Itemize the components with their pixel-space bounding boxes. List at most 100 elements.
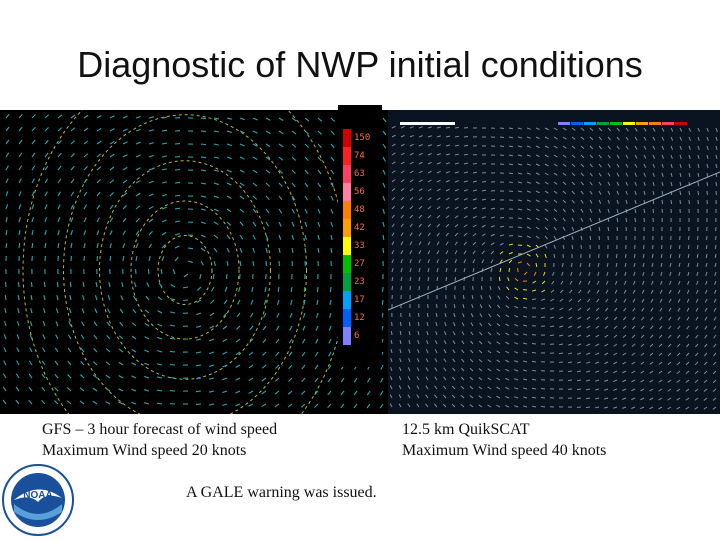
wind-barb bbox=[278, 221, 282, 227]
wind-barb bbox=[57, 140, 62, 145]
wind-barb bbox=[278, 208, 283, 214]
wind-vector bbox=[598, 145, 603, 150]
wind-barb bbox=[5, 152, 10, 158]
wind-vector bbox=[687, 253, 690, 259]
wind-vector bbox=[594, 397, 600, 400]
wind-barb bbox=[213, 117, 220, 120]
wind-vector bbox=[523, 351, 528, 354]
wind-vector bbox=[505, 368, 510, 372]
wind-vector bbox=[669, 271, 672, 276]
wind-vector bbox=[595, 361, 600, 364]
wind-vector bbox=[561, 271, 564, 276]
wind-vector bbox=[571, 226, 575, 231]
wind-barb bbox=[135, 243, 139, 249]
wind-barb bbox=[235, 403, 241, 407]
wind-barb bbox=[5, 217, 8, 223]
wind-barb bbox=[121, 282, 124, 288]
wind-vector bbox=[605, 298, 609, 303]
wind-vector bbox=[443, 358, 447, 363]
wind-vector bbox=[695, 289, 699, 294]
wind-vector bbox=[418, 188, 423, 192]
wind-barb bbox=[304, 169, 309, 175]
wind-barb bbox=[265, 182, 271, 187]
wind-barb bbox=[18, 178, 22, 184]
wind-vector bbox=[389, 385, 393, 390]
colorbar-label: 48 bbox=[354, 205, 365, 215]
wind-vector bbox=[667, 370, 672, 374]
wind-vector bbox=[479, 331, 483, 336]
wind-barb bbox=[57, 191, 61, 197]
wind-vector bbox=[544, 217, 549, 221]
swath-edge-line bbox=[388, 171, 720, 311]
wind-vector bbox=[607, 154, 611, 159]
wind-vector bbox=[606, 262, 609, 268]
wind-vector bbox=[452, 340, 456, 345]
wind-vector bbox=[541, 298, 546, 301]
wind-vector bbox=[576, 397, 582, 399]
wind-vector bbox=[562, 244, 565, 249]
wind-vector bbox=[526, 127, 531, 130]
wind-vector bbox=[531, 360, 537, 363]
wind-barb bbox=[148, 116, 154, 119]
wind-vector bbox=[409, 170, 414, 174]
wind-barb bbox=[43, 308, 46, 314]
wind-barb bbox=[382, 234, 385, 241]
wind-vector bbox=[427, 250, 431, 255]
wind-vector bbox=[434, 376, 438, 381]
wind-vector bbox=[443, 331, 447, 336]
wind-vector bbox=[526, 145, 531, 148]
wind-vector bbox=[427, 268, 430, 273]
wind-vector bbox=[607, 145, 611, 150]
wind-vector bbox=[535, 217, 540, 221]
wind-vector bbox=[652, 154, 656, 159]
wind-vector bbox=[470, 340, 474, 345]
wind-barb bbox=[239, 221, 244, 227]
wind-barb bbox=[224, 286, 228, 292]
wind-barb bbox=[291, 195, 296, 201]
wind-vector bbox=[679, 154, 682, 159]
wind-vector bbox=[558, 352, 564, 355]
wind-vector bbox=[463, 259, 467, 264]
wind-barb bbox=[222, 338, 228, 343]
wind-barb bbox=[288, 351, 293, 357]
wind-vector bbox=[622, 343, 627, 347]
wind-vector bbox=[463, 144, 469, 147]
wind-vector bbox=[697, 145, 700, 150]
wind-barb bbox=[239, 208, 245, 213]
wind-vector bbox=[487, 377, 492, 381]
wind-vector bbox=[652, 181, 655, 186]
wind-barb bbox=[66, 400, 72, 405]
wind-vector bbox=[496, 332, 501, 336]
wind-vector bbox=[597, 262, 600, 268]
wind-barb bbox=[79, 387, 85, 392]
wind-vector bbox=[623, 307, 627, 312]
wind-barb bbox=[330, 143, 335, 149]
wind-vector bbox=[562, 163, 567, 167]
wind-vector bbox=[526, 253, 531, 257]
wind-vector bbox=[659, 307, 663, 312]
quikscat-image bbox=[388, 110, 720, 414]
colorbar-swatch bbox=[343, 147, 351, 165]
colorbar-label: 74 bbox=[354, 151, 365, 161]
wind-vector bbox=[660, 271, 663, 276]
wind-vector bbox=[714, 262, 717, 267]
wind-barb bbox=[226, 130, 232, 133]
wind-barb bbox=[57, 114, 63, 119]
wind-barb bbox=[213, 182, 219, 186]
wind-vector bbox=[561, 262, 564, 268]
wind-vector bbox=[496, 304, 501, 309]
wind-vector bbox=[434, 367, 438, 372]
wind-vector bbox=[526, 163, 531, 166]
wind-vector bbox=[487, 404, 492, 408]
wind-barb bbox=[131, 375, 137, 379]
wind-barb bbox=[317, 156, 322, 162]
wind-vector bbox=[614, 289, 618, 294]
wind-vector bbox=[679, 172, 682, 177]
wind-vector bbox=[661, 199, 664, 205]
wind-vector bbox=[649, 361, 654, 365]
wind-vector bbox=[668, 325, 672, 330]
wind-barb bbox=[82, 281, 85, 288]
wind-vector bbox=[562, 172, 567, 176]
wind-barb bbox=[109, 243, 112, 249]
wind-vector bbox=[595, 307, 600, 312]
